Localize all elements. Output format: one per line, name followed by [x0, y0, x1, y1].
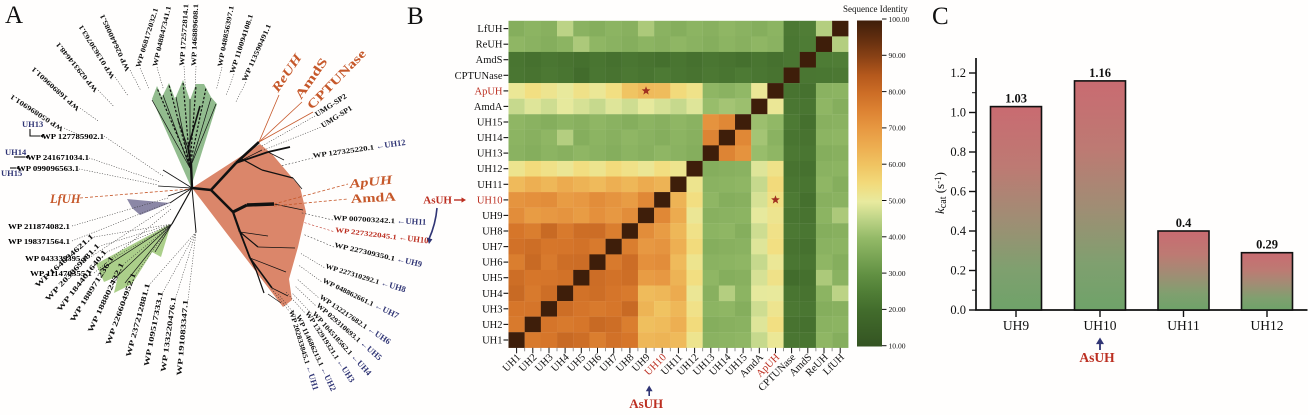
svg-text:WP 198371564.1: WP 198371564.1: [8, 238, 71, 246]
svg-text:UH14: UH14: [5, 147, 27, 157]
svg-text:70.00: 70.00: [889, 124, 906, 133]
svg-text:1.16: 1.16: [1089, 66, 1111, 80]
svg-text:←UH10: ←UH10: [398, 232, 429, 246]
svg-text:Sequence Identity: Sequence Identity: [843, 4, 908, 14]
svg-text:ApUH: ApUH: [348, 172, 395, 191]
svg-text:0.8: 0.8: [950, 145, 966, 159]
svg-text:WP 211874082.1: WP 211874082.1: [8, 223, 71, 231]
svg-text:UH10: UH10: [1084, 318, 1117, 333]
svg-text:AmdS: AmdS: [476, 55, 503, 66]
svg-text:0.0: 0.0: [950, 303, 966, 317]
svg-text:B: B: [407, 3, 424, 30]
svg-text:UH15: UH15: [477, 118, 503, 129]
svg-text:1.0: 1.0: [950, 106, 966, 120]
svg-text:UH13: UH13: [22, 119, 43, 129]
svg-text:WP 241671034.1: WP 241671034.1: [27, 154, 90, 162]
svg-text:0.6: 0.6: [950, 185, 966, 199]
svg-text:UH12: UH12: [1251, 318, 1284, 333]
svg-text:1.03: 1.03: [1005, 92, 1027, 106]
svg-text:AsUH: AsUH: [423, 195, 452, 207]
svg-text:0.4: 0.4: [1176, 216, 1192, 230]
svg-text:UH7: UH7: [482, 242, 502, 253]
svg-text:ReUH: ReUH: [476, 40, 503, 51]
svg-text:LfUH: LfUH: [49, 192, 82, 206]
svg-text:UH9: UH9: [482, 211, 502, 222]
svg-text:UH9: UH9: [1003, 318, 1029, 333]
svg-text:1.2: 1.2: [950, 66, 966, 80]
svg-text:90.00: 90.00: [889, 51, 906, 60]
svg-text:AmdA: AmdA: [350, 190, 396, 206]
svg-text:0.2: 0.2: [950, 264, 966, 278]
svg-text:UH5: UH5: [482, 273, 502, 284]
svg-text:WP 127785902.1: WP 127785902.1: [42, 133, 105, 141]
svg-text:WP 111470355.1: WP 111470355.1: [30, 270, 93, 278]
svg-text:60.00: 60.00: [889, 160, 906, 169]
svg-text:30.00: 30.00: [889, 269, 906, 278]
svg-text:UH4: UH4: [482, 289, 503, 300]
svg-text:UH10: UH10: [477, 195, 503, 206]
svg-text:AsUH: AsUH: [1079, 350, 1115, 365]
svg-text:A: A: [5, 2, 23, 29]
svg-text:UH2: UH2: [482, 320, 502, 331]
svg-text:UH15: UH15: [1, 168, 22, 178]
svg-text:LfUH: LfUH: [477, 24, 502, 35]
svg-text:UH6: UH6: [482, 258, 502, 269]
svg-text:0.4: 0.4: [950, 224, 966, 238]
svg-text:UH3: UH3: [482, 304, 502, 315]
svg-text:100.00: 100.00: [889, 15, 910, 24]
svg-text:UH11: UH11: [477, 180, 502, 191]
svg-text:0.29: 0.29: [1256, 238, 1278, 252]
svg-text:kcat (s-1): kcat (s-1): [932, 172, 949, 214]
svg-text:20.00: 20.00: [889, 305, 906, 314]
svg-text:CPTUNase: CPTUNase: [455, 71, 503, 82]
svg-text:WP 146889608.1: WP 146889608.1: [190, 3, 200, 66]
svg-text:WP 043339395.1: WP 043339395.1: [25, 255, 88, 263]
svg-text:40.00: 40.00: [889, 233, 906, 242]
svg-text:UH1: UH1: [482, 336, 502, 347]
svg-text:←UH11: ←UH11: [397, 215, 427, 227]
svg-text:ApUH: ApUH: [475, 86, 503, 97]
svg-text:UH8: UH8: [482, 227, 502, 238]
svg-text:AmdA: AmdA: [474, 102, 503, 113]
svg-text:UH14: UH14: [477, 133, 503, 144]
svg-text:C: C: [932, 3, 949, 30]
svg-text:WP 099096563.1: WP 099096563.1: [17, 165, 80, 173]
svg-text:AsUH: AsUH: [629, 396, 663, 411]
svg-text:WP 007003242.1: WP 007003242.1: [333, 214, 396, 225]
svg-text:UH13: UH13: [477, 149, 503, 160]
svg-text:UH12: UH12: [477, 164, 503, 175]
svg-text:80.00: 80.00: [889, 87, 906, 96]
svg-text:10.00: 10.00: [889, 342, 906, 351]
svg-text:UH11: UH11: [1167, 318, 1200, 333]
svg-text:50.00: 50.00: [889, 196, 906, 205]
svg-text:←UH12: ←UH12: [375, 137, 406, 151]
